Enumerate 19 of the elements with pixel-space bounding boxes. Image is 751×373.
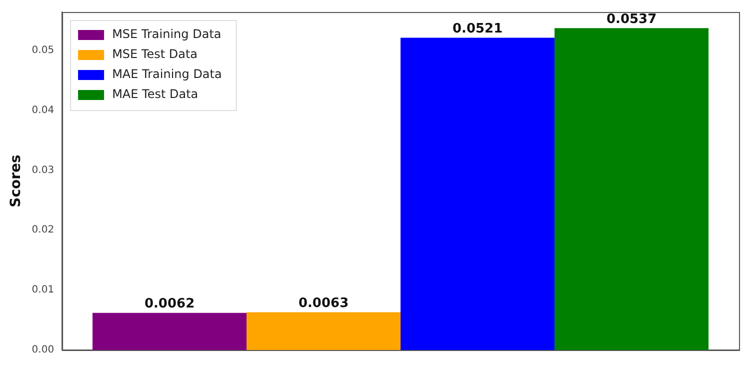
bar <box>554 28 709 350</box>
legend-label: MSE Training Data <box>112 27 222 42</box>
bar <box>400 38 555 350</box>
data-label: 0.0537 <box>606 12 657 28</box>
bar <box>246 312 401 350</box>
y-tick-label: 0.03 <box>32 164 54 176</box>
bar <box>92 312 247 350</box>
legend-label: MAE Test Data <box>112 87 198 102</box>
data-label: 0.0063 <box>298 296 349 312</box>
y-tick-label: 0.02 <box>32 224 54 236</box>
y-axis-title: Scores <box>8 154 24 208</box>
y-tick-label: 0.01 <box>32 284 54 296</box>
data-label: 0.0521 <box>452 22 503 37</box>
y-tick-label: 0.04 <box>32 104 54 116</box>
y-tick-label: 0.00 <box>32 344 54 356</box>
y-tick-label: 0.05 <box>32 44 54 56</box>
legend-label: MSE Test Data <box>112 47 198 62</box>
legend-label: MAE Training Data <box>112 67 222 82</box>
data-label: 0.0062 <box>144 296 195 312</box>
